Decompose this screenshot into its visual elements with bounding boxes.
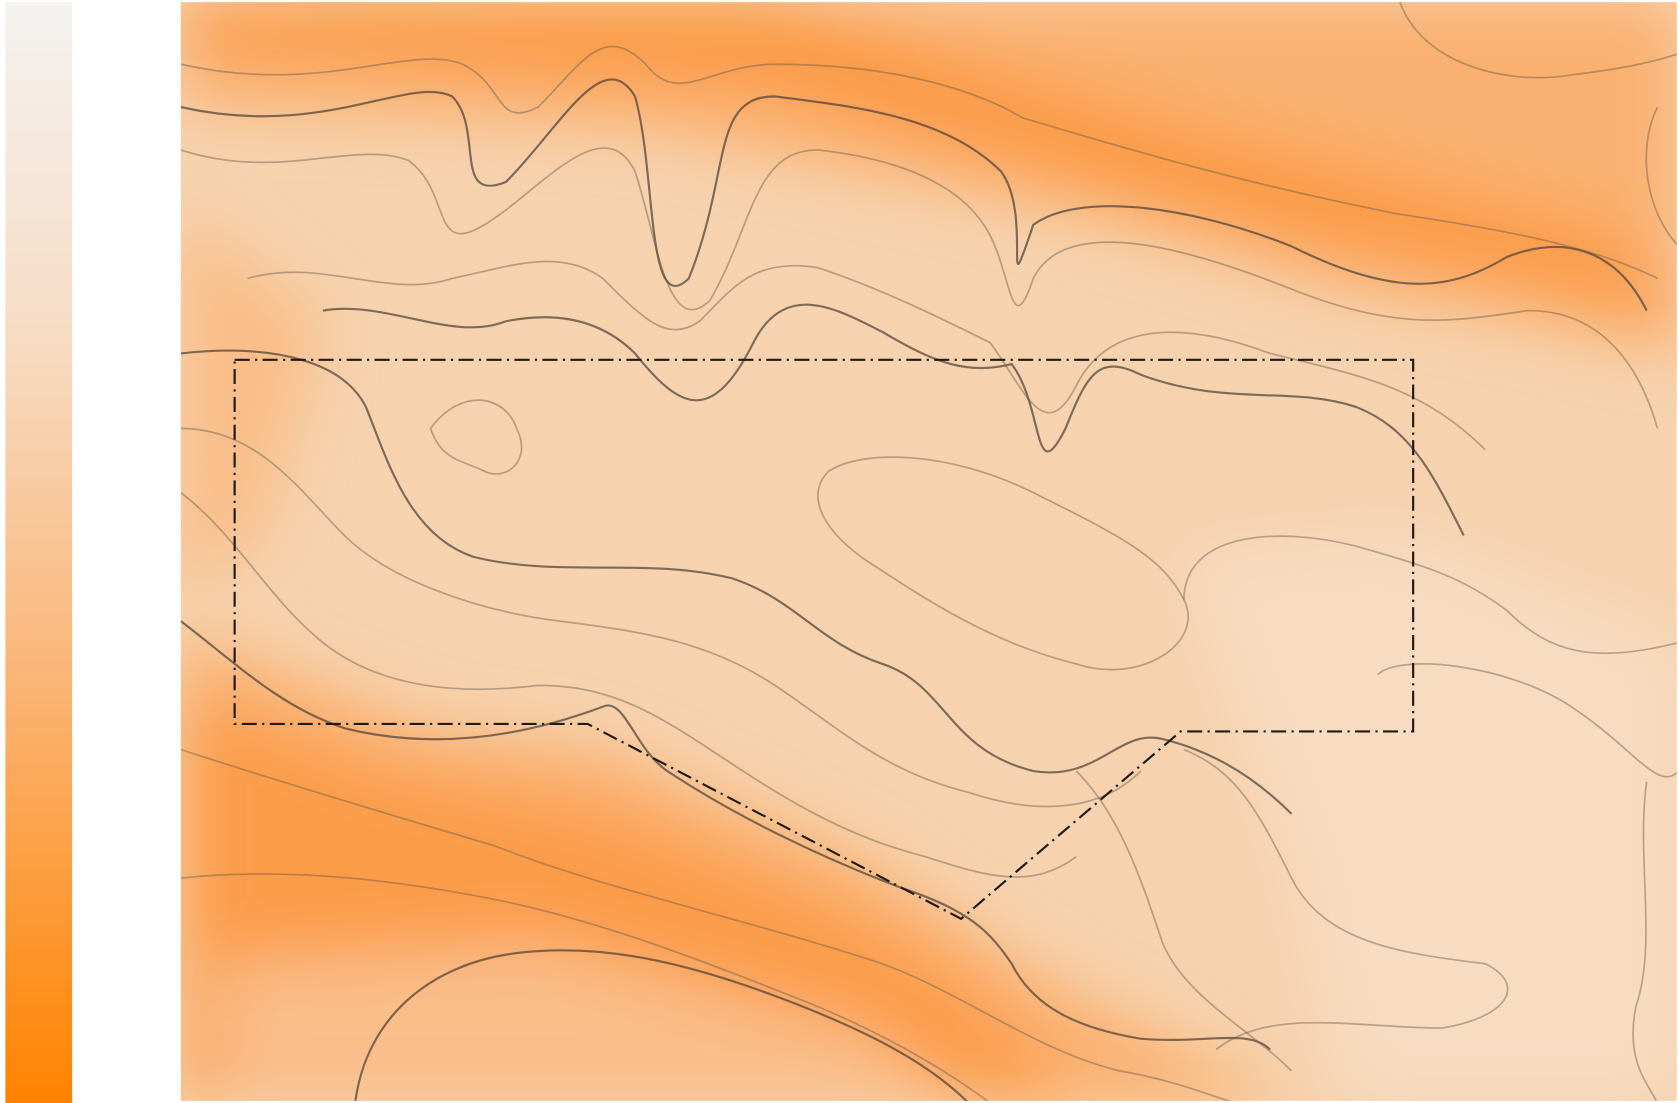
- terrain-shading: [180, 2, 1677, 1101]
- terrain: [180, 2, 1677, 1101]
- color-scale-bar: [5, 2, 73, 1103]
- boundary-outline: [233, 358, 1415, 921]
- contour-lines: [180, 2, 1677, 1101]
